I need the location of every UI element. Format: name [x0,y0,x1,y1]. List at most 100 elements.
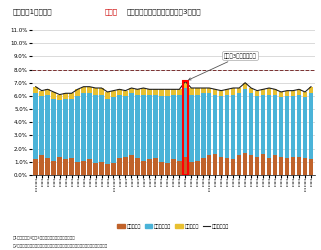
Bar [255,96,259,156]
Bar [261,89,265,94]
Bar [297,94,301,156]
Bar [153,158,158,175]
Bar [219,156,223,175]
Bar [201,88,205,93]
Bar [105,164,110,175]
Bar [159,162,164,175]
Bar [45,94,50,158]
Bar [231,94,235,159]
Bar [147,94,152,159]
Bar [147,159,152,175]
Bar [231,159,235,175]
Bar [99,88,104,94]
Bar [291,156,295,175]
Bar [201,158,205,175]
Bar [261,94,265,154]
Bar [51,160,56,175]
Bar [171,89,176,94]
Bar [93,163,98,175]
Bar [117,158,122,175]
Bar [309,87,313,93]
Bar [153,89,158,94]
Bar [123,91,128,96]
Bar [225,158,230,175]
Bar [165,96,169,163]
Bar [297,89,301,94]
Text: の対前年度比の寄与度（令和3年度）: の対前年度比の寄与度（令和3年度） [127,8,201,14]
Bar [33,93,38,159]
Bar [171,94,176,159]
Bar [159,96,164,162]
Bar [219,91,223,96]
Bar [93,94,98,163]
Bar [213,94,217,154]
Bar [117,89,122,94]
Bar [297,156,301,175]
Bar [63,98,68,159]
Bar [195,160,200,175]
Bar [225,89,230,94]
Bar [75,162,80,175]
Bar [129,93,134,155]
Bar [285,91,289,96]
Bar [105,92,110,98]
Bar [177,94,182,160]
Bar [303,158,307,175]
Legend: 入院寄与度, 入院外寄与度, 歯科寄与度, 総計の伸び率: 入院寄与度, 入院外寄与度, 歯科寄与度, 総計の伸び率 [116,222,231,230]
Bar [141,88,146,94]
Bar [141,94,146,160]
Bar [195,94,200,160]
Bar [111,97,116,163]
Bar [183,82,188,175]
Bar [99,94,104,162]
Bar [81,160,86,175]
Bar [261,154,265,175]
Bar [123,156,128,175]
Bar [39,96,44,155]
Bar [207,88,212,93]
Text: 診療種別1人当たり: 診療種別1人当たり [13,8,52,14]
Bar [207,93,212,155]
Bar [87,159,92,175]
Bar [159,89,164,96]
Bar [135,94,140,158]
Bar [171,159,176,175]
Bar [63,93,68,98]
Bar [255,91,259,96]
Bar [183,156,187,175]
Bar [63,159,68,175]
Text: 全国で3番目の上げ幅: 全国で3番目の上げ幅 [189,53,257,80]
Bar [219,96,223,156]
Bar [33,159,38,175]
Bar [189,88,194,94]
Bar [195,88,200,94]
Bar [51,98,56,160]
Bar [273,89,277,94]
Bar [237,155,241,175]
Bar [303,92,307,97]
Bar [273,94,277,155]
Bar [93,88,98,94]
Bar [129,155,134,175]
Bar [201,93,205,158]
Bar [111,91,116,97]
Bar [117,94,122,158]
Bar [237,93,241,155]
Bar [45,89,50,94]
Bar [81,93,86,160]
Bar [225,94,230,158]
Bar [69,93,74,98]
Bar [129,88,134,93]
Bar [141,160,146,175]
Bar [267,88,271,94]
Bar [183,88,187,156]
Bar [39,91,44,96]
Bar [51,92,56,98]
Bar [165,163,169,175]
Bar [189,162,194,175]
Bar [147,89,152,94]
Bar [135,158,140,175]
Bar [75,89,80,96]
Bar [243,152,247,175]
Bar [255,156,259,175]
